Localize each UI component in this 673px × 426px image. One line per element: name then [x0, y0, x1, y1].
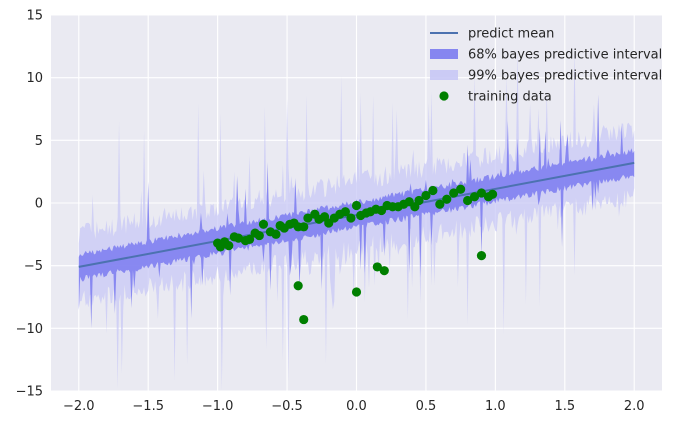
x-tick-label: −0.5 — [271, 399, 303, 414]
training-data-point — [476, 251, 487, 261]
x-tick-label: 0.5 — [416, 399, 437, 414]
x-tick-label: 1.0 — [485, 399, 506, 414]
grid — [51, 14, 662, 392]
interval-68-band — [78, 94, 635, 329]
training-data-point — [421, 190, 431, 201]
training-data-point — [351, 287, 362, 297]
training-data-point — [244, 234, 255, 244]
legend-interval-68-label: 68% bayes predictive interval — [468, 48, 662, 63]
legend-training-data-label: training data — [468, 90, 552, 105]
y-tick-label: 5 — [35, 134, 43, 149]
y-tick-label: −10 — [16, 322, 43, 337]
training-data-point — [372, 262, 382, 272]
x-tick-label: 1.5 — [554, 399, 575, 414]
training-data-point — [351, 200, 362, 211]
x-tick-label: −2.0 — [63, 399, 95, 414]
training-data-point — [303, 213, 313, 223]
x-tick-label: 2.0 — [624, 399, 645, 414]
training-data-point — [254, 230, 264, 241]
training-data-point — [233, 233, 244, 243]
training-data-point — [442, 194, 452, 204]
training-data-point — [435, 199, 445, 209]
y-tick-label: 0 — [35, 197, 43, 212]
y-tick-label: 10 — [26, 71, 43, 86]
training-data-point — [476, 188, 487, 198]
x-tick-label: 0.0 — [346, 399, 367, 414]
training-data-point — [462, 195, 473, 206]
x-tick-label: −1.0 — [202, 399, 234, 414]
legend-interval-68-swatch — [430, 49, 458, 59]
y-tick-label: 15 — [26, 9, 43, 24]
training-data-point — [258, 219, 269, 229]
training-data-point — [449, 188, 459, 198]
training-data-point — [346, 213, 356, 223]
legend-interval-99-swatch — [430, 70, 458, 80]
training-data-point — [224, 241, 234, 251]
legend-predict-mean-label: predict mean — [468, 27, 554, 42]
y-tick-label: −5 — [24, 259, 43, 274]
training-data-point — [379, 266, 389, 276]
training-data-point — [299, 314, 309, 325]
training-data-points — [213, 184, 498, 325]
training-data-point — [456, 184, 466, 194]
x-tick-label: −1.5 — [132, 399, 164, 414]
x-axis-ticks: −2.0 −1.5 −1.0 −0.5 0.0 0.5 1.0 1.5 2.0 — [63, 399, 645, 414]
training-data-point — [299, 222, 309, 232]
legend-training-data-swatch — [439, 91, 449, 101]
legend-interval-99-label: 99% bayes predictive interval — [468, 69, 662, 84]
y-tick-label: −15 — [16, 385, 43, 400]
training-data-point — [271, 229, 281, 239]
training-data-point — [340, 207, 350, 217]
y-axis-ticks: −15 −10 −5 0 5 10 15 — [16, 9, 43, 400]
training-data-point — [487, 189, 498, 199]
training-data-point — [414, 195, 424, 206]
training-data-point — [469, 192, 480, 202]
training-data-point — [293, 281, 303, 291]
legend: predict mean 68% bayes predictive interva… — [430, 27, 662, 105]
training-data-point — [428, 185, 438, 196]
interval-bands — [78, 47, 635, 391]
